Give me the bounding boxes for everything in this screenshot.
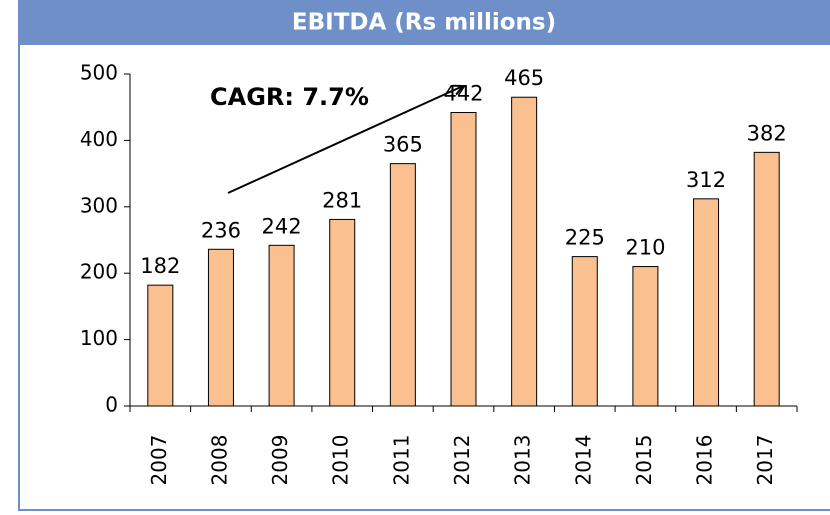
bar: [329, 218, 356, 407]
y-tick-label: 400: [80, 127, 118, 151]
bar: [268, 244, 295, 407]
x-tick-label: 2011: [389, 435, 413, 486]
data-label: 236: [201, 218, 241, 242]
y-tick-label: 500: [80, 61, 118, 85]
x-tick-label: 2014: [571, 435, 595, 486]
data-label: 365: [383, 133, 423, 157]
y-tick-label: 300: [80, 193, 118, 217]
bar: [632, 266, 659, 407]
x-tick-label: 2015: [632, 435, 656, 486]
bar: [450, 112, 477, 407]
y-tick-label: 100: [80, 326, 118, 350]
data-label: 442: [443, 82, 483, 106]
bar: [571, 256, 598, 407]
data-label: 182: [140, 254, 180, 278]
bar: [511, 96, 538, 407]
x-tick-label: 2008: [207, 435, 231, 486]
bar: [753, 151, 780, 407]
cagr-arrow: [227, 86, 463, 194]
bar: [147, 284, 174, 407]
bar: [389, 163, 416, 407]
x-tick-label: 2012: [450, 435, 474, 486]
title-band: [18, 0, 830, 45]
bar: [693, 198, 720, 407]
bar: [207, 248, 234, 407]
data-label: 242: [262, 214, 302, 238]
x-tick-label: 2010: [329, 435, 353, 486]
x-tick-label: 2007: [147, 435, 171, 486]
y-tick-label: 0: [105, 393, 118, 417]
data-label: 382: [747, 121, 787, 145]
y-tick-label: 200: [80, 260, 118, 284]
x-tick-label: 2017: [753, 435, 777, 486]
data-label: 225: [565, 226, 605, 250]
data-label: 210: [625, 236, 665, 260]
data-label: 465: [504, 66, 544, 90]
annotation: CAGR: 7.7%: [210, 83, 369, 111]
x-tick-label: 2009: [268, 435, 292, 486]
chart-title: EBITDA (Rs millions): [292, 10, 556, 36]
x-tick-label: 2013: [511, 435, 535, 486]
x-tick-label: 2016: [693, 435, 717, 486]
data-label: 312: [686, 168, 726, 192]
data-label: 281: [322, 188, 362, 212]
